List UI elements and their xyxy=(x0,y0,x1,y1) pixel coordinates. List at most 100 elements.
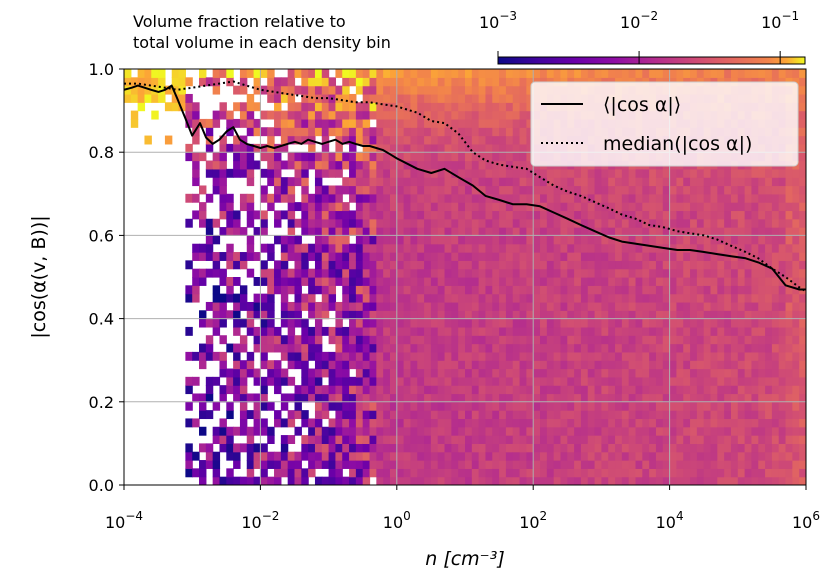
heatmap-cell xyxy=(683,285,691,295)
heatmap-cell xyxy=(287,93,296,103)
heatmap-cell xyxy=(314,202,323,212)
heatmap-cell xyxy=(574,301,582,311)
heatmap-cell xyxy=(567,69,575,78)
heatmap-cell xyxy=(253,227,261,236)
heatmap-cell xyxy=(724,393,732,403)
heatmap-cell xyxy=(437,368,446,378)
heatmap-cell xyxy=(546,326,555,336)
heatmap-cell xyxy=(383,102,391,112)
heatmap-cell xyxy=(430,376,439,386)
heatmap-cell xyxy=(492,127,500,137)
heatmap-cell xyxy=(717,277,725,286)
heatmap-cell xyxy=(649,310,657,320)
heatmap-cell xyxy=(662,268,671,278)
x-tick-label: 106 xyxy=(792,509,820,532)
heatmap-cell xyxy=(287,310,296,320)
heatmap-cell xyxy=(560,460,568,469)
heatmap-cell xyxy=(403,118,412,128)
heatmap-cell xyxy=(383,252,391,261)
heatmap-cell xyxy=(690,335,698,345)
heatmap-cell xyxy=(499,110,507,120)
heatmap-cell xyxy=(274,451,282,461)
heatmap-cell xyxy=(662,277,671,286)
heatmap-cell xyxy=(649,343,657,353)
heatmap-cell xyxy=(417,127,425,137)
heatmap-cell xyxy=(471,277,480,286)
heatmap-cell xyxy=(430,293,439,303)
heatmap-cell xyxy=(478,268,487,278)
heatmap-cell xyxy=(369,93,377,103)
heatmap-cell xyxy=(642,227,650,236)
heatmap-cell xyxy=(594,385,602,395)
heatmap-cell xyxy=(771,460,780,469)
heatmap-cell xyxy=(212,426,221,436)
heatmap-cell xyxy=(396,368,405,378)
heatmap-cell xyxy=(567,443,575,453)
heatmap-cell xyxy=(690,260,698,270)
heatmap-cell xyxy=(724,285,732,295)
heatmap-cell xyxy=(778,293,787,303)
heatmap-cell xyxy=(205,227,214,236)
heatmap-cell xyxy=(335,227,343,236)
heatmap-cell xyxy=(192,110,200,120)
heatmap-cell xyxy=(546,343,555,353)
heatmap-cell xyxy=(417,285,425,295)
heatmap-cell xyxy=(621,185,630,195)
heatmap-cell xyxy=(219,268,227,278)
heatmap-cell xyxy=(471,401,480,411)
heatmap-cell xyxy=(730,393,739,403)
heatmap-cell xyxy=(792,368,800,378)
heatmap-cell xyxy=(362,451,371,461)
heatmap-cell xyxy=(260,243,268,253)
heatmap-cell xyxy=(662,310,671,320)
heatmap-cell xyxy=(246,118,255,128)
heatmap-cell xyxy=(444,252,452,261)
heatmap-cell xyxy=(724,385,732,395)
heatmap-cell xyxy=(505,135,514,145)
heatmap-cell xyxy=(267,69,275,78)
heatmap-cell xyxy=(771,326,780,336)
heatmap-cell xyxy=(451,268,459,278)
heatmap-cell xyxy=(615,360,623,370)
heatmap-cell xyxy=(492,476,500,485)
heatmap-cell xyxy=(594,393,602,403)
heatmap-cell xyxy=(669,451,678,461)
y-tick-label: 1.0 xyxy=(89,60,114,79)
heatmap-cell xyxy=(471,168,480,178)
heatmap-cell xyxy=(519,385,527,395)
heatmap-cell xyxy=(239,152,248,162)
heatmap-cell xyxy=(526,118,534,128)
heatmap-cell xyxy=(246,460,255,469)
heatmap-cell xyxy=(492,310,500,320)
heatmap-cell xyxy=(567,168,575,178)
heatmap-cell xyxy=(676,460,684,469)
heatmap-cell xyxy=(437,435,446,444)
heatmap-cell xyxy=(430,252,439,261)
heatmap-cell xyxy=(321,393,330,403)
heatmap-cell xyxy=(635,193,643,203)
heatmap-cell xyxy=(280,160,289,170)
heatmap-cell xyxy=(458,301,466,311)
heatmap-cell xyxy=(294,476,302,485)
heatmap-cell xyxy=(246,360,255,370)
heatmap-cell xyxy=(546,351,555,361)
heatmap-cell xyxy=(424,277,432,286)
heatmap-cell xyxy=(526,301,534,311)
heatmap-cell xyxy=(676,235,684,245)
heatmap-cell xyxy=(362,326,371,336)
heatmap-cell xyxy=(485,335,493,345)
heatmap-cell xyxy=(546,468,555,478)
heatmap-cell xyxy=(526,401,534,411)
heatmap-cell xyxy=(540,443,548,453)
heatmap-cell xyxy=(260,168,268,178)
heatmap-cell xyxy=(335,168,343,178)
heatmap-cell xyxy=(410,385,418,395)
heatmap-cell xyxy=(601,435,609,444)
heatmap-cell xyxy=(799,193,806,203)
heatmap-cell xyxy=(287,118,296,128)
heatmap-cell xyxy=(758,476,766,485)
heatmap-cell xyxy=(396,401,405,411)
heatmap-cell xyxy=(471,268,480,278)
heatmap-cell xyxy=(478,393,487,403)
heatmap-cell xyxy=(505,69,514,78)
